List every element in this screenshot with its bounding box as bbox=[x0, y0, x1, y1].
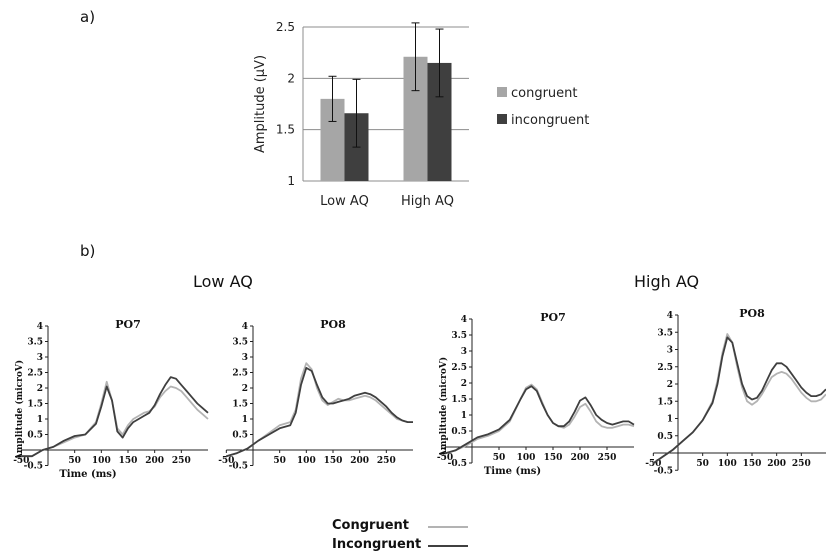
erp-y-tick-label: -0.5 bbox=[654, 466, 673, 476]
bar-legend-label: incongruent bbox=[511, 113, 589, 128]
erp-y-tick-label: 1.5 bbox=[657, 397, 673, 407]
legend-congruent-label: Congruent bbox=[332, 518, 409, 533]
erp-y-tick-label: 3 bbox=[242, 353, 248, 363]
erp-chart-high-po8: PO8 -0.5 0.5 1 1.5 2 2.5 3 3.5 4 -50 50 100 150 200 250 bbox=[645, 307, 826, 476]
erp-title: PO7 bbox=[115, 318, 141, 331]
erp-y-tick-label: 3 bbox=[37, 353, 43, 363]
erp-title: PO8 bbox=[739, 307, 765, 320]
erp-x-tick-label: 250 bbox=[598, 453, 617, 463]
erp-y-tick-label: 2 bbox=[242, 384, 248, 394]
erp-line-incongruent bbox=[226, 367, 413, 458]
erp-y-tick-label: 4 bbox=[461, 315, 467, 325]
erp-y-tick-label: 1 bbox=[242, 415, 248, 425]
erp-y-tick-label: 2.5 bbox=[232, 369, 248, 379]
erp-chart-low-po8: PO8 -0.5 0.5 1 1.5 2 2.5 3 3.5 4 -50 50 100 150 200 250 bbox=[218, 318, 413, 472]
bar-chart: 1 1.5 2 2.5 Amplitude (µV) Low AQ High AQ congr… bbox=[253, 20, 589, 209]
bar-legend-swatch bbox=[497, 114, 507, 124]
group-title-low: Low AQ bbox=[193, 272, 253, 291]
erp-y-tick-label: 1 bbox=[461, 411, 467, 421]
erp-y-tick-label: 1.5 bbox=[232, 400, 248, 410]
erp-y-tick-label: 3.5 bbox=[27, 338, 43, 348]
legend-incongruent-label: Incongruent bbox=[332, 537, 422, 552]
erp-y-tick-label: 1 bbox=[37, 415, 43, 425]
erp-y-tick-label: 4 bbox=[667, 311, 673, 321]
legend-congruent-swatch bbox=[428, 526, 468, 528]
erp-y-axis-label: Amplitude (microV) bbox=[438, 357, 449, 458]
bar-y-tick-label: 1.5 bbox=[276, 123, 295, 137]
erp-y-tick-label: 0.5 bbox=[27, 431, 43, 441]
erp-y-tick-label: 4 bbox=[37, 322, 43, 332]
erp-y-axis-label: Amplitude (microV) bbox=[14, 360, 25, 461]
erp-y-tick-label: 3.5 bbox=[451, 331, 467, 341]
erp-y-tick-label: 3 bbox=[461, 347, 467, 357]
erp-x-tick-label: -50 bbox=[218, 456, 234, 466]
erp-y-tick-label: 2 bbox=[461, 379, 467, 389]
erp-x-axis-label: Time (ms) bbox=[59, 469, 116, 480]
erp-chart-low-po7: PO7 -0.5 0.5 1 1.5 2 2.5 3 3.5 4 -50 50 100 150 200 250… bbox=[13, 318, 209, 480]
erp-x-tick-label: 150 bbox=[119, 456, 138, 466]
erp-x-tick-label: -50 bbox=[645, 459, 661, 469]
erp-x-tick-label: 100 bbox=[92, 456, 111, 466]
erp-line-congruent bbox=[444, 383, 635, 455]
bar-legend-swatch bbox=[497, 87, 507, 97]
erp-y-tick-label: 2.5 bbox=[451, 363, 467, 373]
erp-x-tick-label: 50 bbox=[493, 453, 506, 463]
panel-label-b: b) bbox=[80, 242, 96, 260]
erp-x-tick-label: 250 bbox=[792, 459, 811, 469]
erp-line-congruent bbox=[226, 362, 413, 458]
erp-x-tick-label: 200 bbox=[350, 456, 369, 466]
erp-y-tick-label: -0.5 bbox=[24, 462, 43, 472]
bar-category-label: High AQ bbox=[401, 194, 454, 209]
erp-line-incongruent bbox=[21, 376, 209, 458]
erp-line-incongruent bbox=[652, 336, 826, 465]
bar-y-tick-label: 1 bbox=[287, 174, 295, 188]
erp-y-tick-label: -0.5 bbox=[229, 462, 248, 472]
erp-x-tick-label: 150 bbox=[544, 453, 563, 463]
erp-x-tick-label: 250 bbox=[172, 456, 191, 466]
erp-x-tick-label: -50 bbox=[437, 453, 453, 463]
bar-y-axis-label: Amplitude (µV) bbox=[253, 55, 268, 153]
bar-y-tick-label: 2.5 bbox=[276, 20, 295, 34]
erp-x-tick-label: 50 bbox=[273, 456, 286, 466]
erp-y-tick-label: 2 bbox=[37, 384, 43, 394]
erp-title: PO8 bbox=[320, 318, 346, 331]
erp-y-tick-label: 1.5 bbox=[27, 400, 43, 410]
erp-x-tick-label: 200 bbox=[571, 453, 590, 463]
erp-x-tick-label: 100 bbox=[517, 453, 536, 463]
legend-incongruent-swatch bbox=[428, 545, 468, 547]
erp-y-tick-label: 3.5 bbox=[657, 328, 673, 338]
panel-label-a: a) bbox=[80, 8, 96, 26]
erp-x-tick-label: 200 bbox=[145, 456, 164, 466]
erp-line-incongruent bbox=[444, 385, 635, 455]
bar-category-label: Low AQ bbox=[320, 194, 369, 209]
erp-y-tick-label: 2 bbox=[667, 380, 673, 390]
erp-y-tick-label: 0.5 bbox=[657, 432, 673, 442]
erp-x-tick-label: 100 bbox=[297, 456, 316, 466]
group-title-high: High AQ bbox=[634, 272, 700, 291]
erp-x-tick-label: 50 bbox=[68, 456, 81, 466]
erp-y-tick-label: 3.5 bbox=[232, 338, 248, 348]
erp-y-tick-label: 2.5 bbox=[657, 363, 673, 373]
erp-x-tick-label: 100 bbox=[718, 459, 737, 469]
erp-y-tick-label: -0.5 bbox=[448, 459, 467, 469]
erp-x-axis-label: Time (ms) bbox=[484, 466, 541, 477]
erp-x-tick-label: 250 bbox=[377, 456, 396, 466]
erp-y-tick-label: 0.5 bbox=[232, 431, 248, 441]
erp-x-tick-label: 200 bbox=[767, 459, 786, 469]
erp-y-tick-label: 0.5 bbox=[451, 427, 467, 437]
erp-y-tick-label: 2.5 bbox=[27, 369, 43, 379]
erp-y-tick-label: 1.5 bbox=[451, 395, 467, 405]
erp-title: PO7 bbox=[540, 311, 566, 324]
bar-y-tick-label: 2 bbox=[287, 71, 295, 85]
erp-chart-high-po7: PO7 -0.5 0.5 1 1.5 2 2.5 3 3.5 4 -50 50 100 150 200 250… bbox=[437, 311, 635, 477]
erp-x-tick-label: 150 bbox=[324, 456, 343, 466]
bar-legend-label: congruent bbox=[511, 86, 578, 101]
erp-x-tick-label: 150 bbox=[743, 459, 762, 469]
erp-y-tick-label: 3 bbox=[667, 346, 673, 356]
erp-x-tick-label: 50 bbox=[696, 459, 709, 469]
erp-line-congruent bbox=[21, 380, 209, 458]
erp-y-tick-label: 1 bbox=[667, 415, 673, 425]
erp-x-tick-label: -50 bbox=[13, 456, 29, 466]
erp-y-tick-label: 4 bbox=[242, 322, 248, 332]
